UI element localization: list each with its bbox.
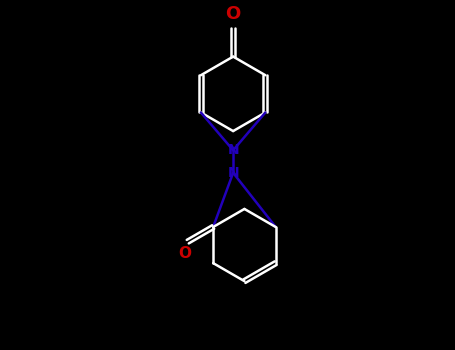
Text: N: N: [228, 166, 239, 180]
Text: N: N: [228, 143, 239, 157]
Text: O: O: [178, 246, 191, 261]
Text: O: O: [226, 5, 241, 23]
